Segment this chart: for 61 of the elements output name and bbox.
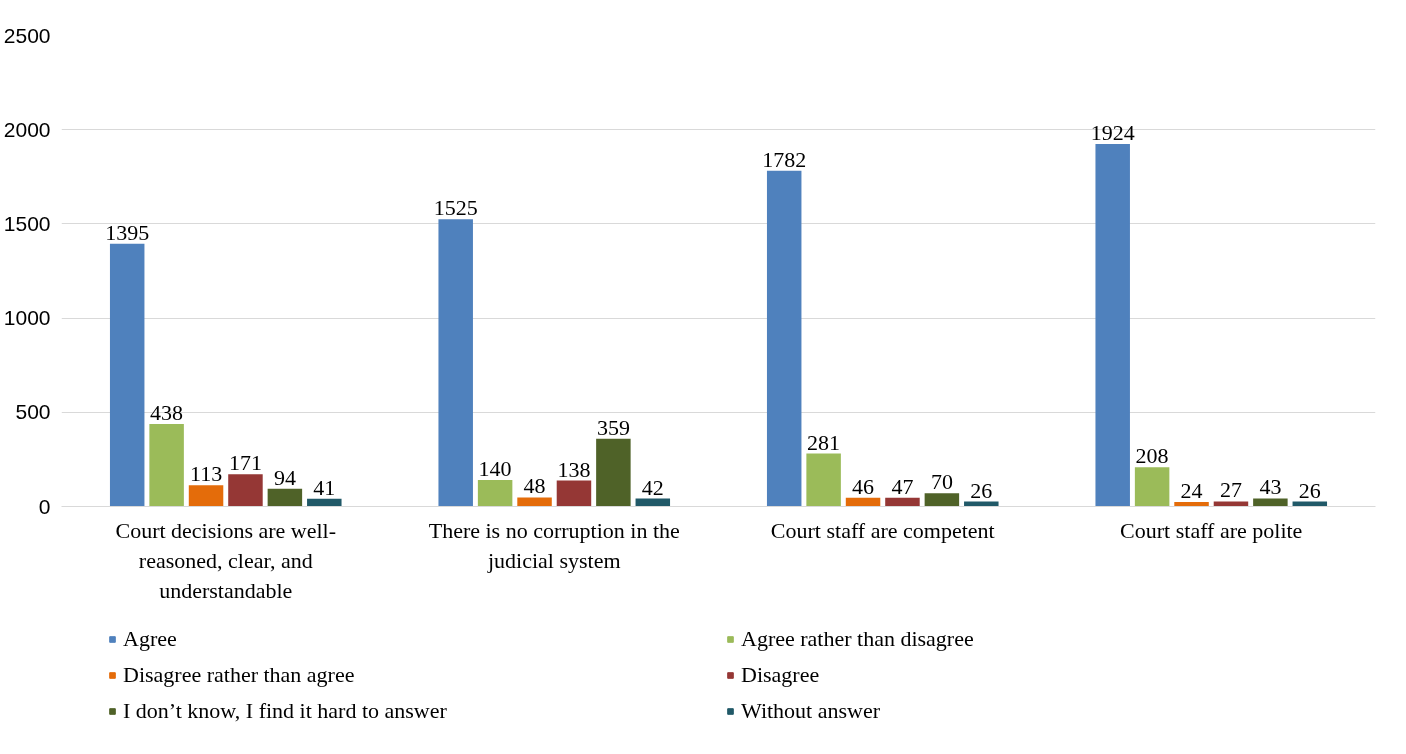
legend-label: Without answer	[741, 698, 882, 724]
bar	[438, 219, 473, 507]
bar	[1213, 501, 1249, 507]
bar	[228, 474, 263, 507]
bar	[806, 453, 841, 507]
legend-label: Disagree rather than agree	[123, 662, 356, 688]
data-label: 26	[970, 477, 993, 503]
data-label: 48	[523, 473, 546, 499]
legend-label: Agree rather than disagree	[741, 626, 975, 652]
data-label: 43	[1259, 474, 1282, 500]
data-label: 281	[807, 429, 841, 455]
y-tick-label: 1000	[3, 306, 51, 330]
bar	[596, 438, 631, 507]
legend-label: I don’t know, I find it hard to answer	[123, 698, 448, 724]
bar	[517, 497, 552, 507]
data-label: 26	[1298, 477, 1321, 503]
data-label: 208	[1135, 443, 1169, 469]
bar	[149, 423, 184, 507]
data-label: 438	[150, 399, 184, 425]
data-label: 94	[273, 464, 296, 490]
bar	[924, 493, 960, 507]
data-label: 47	[891, 473, 914, 499]
y-tick-label: 500	[15, 400, 51, 424]
bar	[1095, 144, 1130, 507]
bar	[477, 480, 513, 507]
y-tick-label: 2000	[3, 117, 51, 141]
legend-label: Disagree	[741, 662, 821, 688]
bar	[1174, 501, 1209, 507]
data-label: 1782	[762, 146, 807, 172]
bar	[1253, 498, 1288, 507]
data-label: 41	[313, 474, 336, 500]
bar	[109, 243, 145, 507]
data-label: 171	[228, 450, 262, 476]
legend-label: Agree	[123, 626, 178, 652]
bar	[766, 170, 802, 507]
y-tick-label: 1500	[3, 211, 51, 235]
data-label: 359	[596, 414, 630, 440]
bar	[267, 488, 303, 507]
bar	[885, 497, 920, 507]
bar	[307, 498, 342, 507]
bar	[556, 480, 592, 507]
x-tick-label: There is no corruption in the judicial system	[428, 517, 680, 573]
data-label: 42	[641, 474, 664, 500]
bar	[845, 497, 881, 507]
bar	[1134, 467, 1170, 507]
bar	[188, 485, 224, 507]
x-tick-label: Court staff are polite	[1120, 517, 1303, 543]
y-tick-label: 2500	[3, 23, 51, 47]
data-label: 140	[478, 456, 512, 482]
x-tick-label: Court staff are competent	[770, 517, 995, 543]
data-label: 46	[852, 473, 875, 499]
data-label: 1395	[105, 219, 150, 245]
data-label: 27	[1219, 477, 1242, 503]
data-label: 70	[930, 469, 953, 495]
data-label: 138	[557, 456, 591, 482]
data-label: 1525	[433, 195, 478, 221]
data-label: 1924	[1090, 120, 1135, 146]
x-tick-label: Court decisions are well-reasoned, clear, and understandable	[115, 517, 337, 603]
data-label: 24	[1180, 477, 1203, 503]
y-tick-label: 0	[38, 494, 51, 518]
data-label: 113	[189, 461, 223, 487]
